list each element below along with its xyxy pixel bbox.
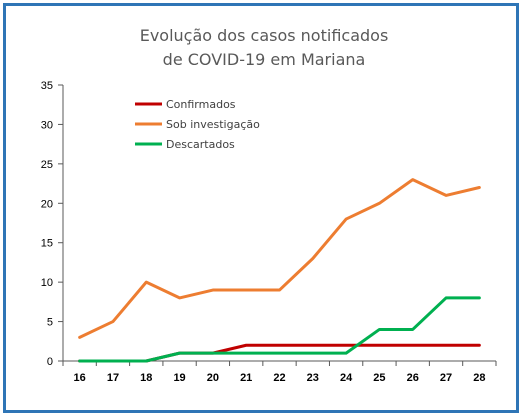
y-tick-label: 5 — [47, 317, 53, 329]
line-chart: Evolução dos casos notificados de COVID-… — [41, 26, 497, 384]
x-tick-label: 23 — [307, 372, 319, 384]
y-tick-label: 25 — [41, 159, 53, 171]
legend-label-sob-investigacao: Sob investigação — [166, 118, 260, 131]
x-tick-label: 18 — [140, 372, 152, 384]
x-tick-label: 24 — [340, 372, 353, 384]
chart-title-line-1: Evolução dos casos notificados — [140, 26, 389, 45]
legend-label-descartados: Descartados — [166, 138, 235, 151]
x-tick-label: 21 — [240, 372, 252, 384]
x-tick-label: 17 — [107, 372, 119, 384]
y-tick-label: 20 — [41, 198, 53, 210]
x-tick-label: 26 — [407, 372, 419, 384]
y-tick-label: 10 — [41, 277, 53, 289]
y-tick-label: 15 — [41, 238, 53, 250]
x-tick-label: 20 — [207, 372, 219, 384]
tick-labels: 0 5 10 15 20 25 30 35 16 17 18 19 20 21 22 23 24 25 26 27 28 — [41, 80, 486, 384]
x-tick-label: 22 — [273, 372, 285, 384]
chart-frame: Evolução dos casos notificados de COVID-… — [3, 3, 519, 413]
legend: Confirmados Sob investigação Descartados — [135, 98, 260, 151]
x-tick-label: 19 — [173, 372, 185, 384]
x-tick-label: 16 — [74, 372, 86, 384]
y-tick-label: 30 — [41, 119, 53, 131]
y-tick-label: 0 — [47, 356, 53, 368]
x-tick-label: 25 — [373, 372, 385, 384]
y-tick-label: 35 — [41, 80, 53, 92]
axes — [58, 84, 497, 366]
series-line-descartados — [78, 296, 481, 363]
x-tick-label: 28 — [473, 372, 485, 384]
chart-title-line-2: de COVID-19 em Mariana — [163, 50, 366, 69]
x-tick-label: 27 — [440, 372, 452, 384]
series-line-sob-investigacao — [78, 178, 481, 339]
series-lines — [78, 178, 481, 363]
legend-label-confirmados: Confirmados — [166, 98, 236, 111]
